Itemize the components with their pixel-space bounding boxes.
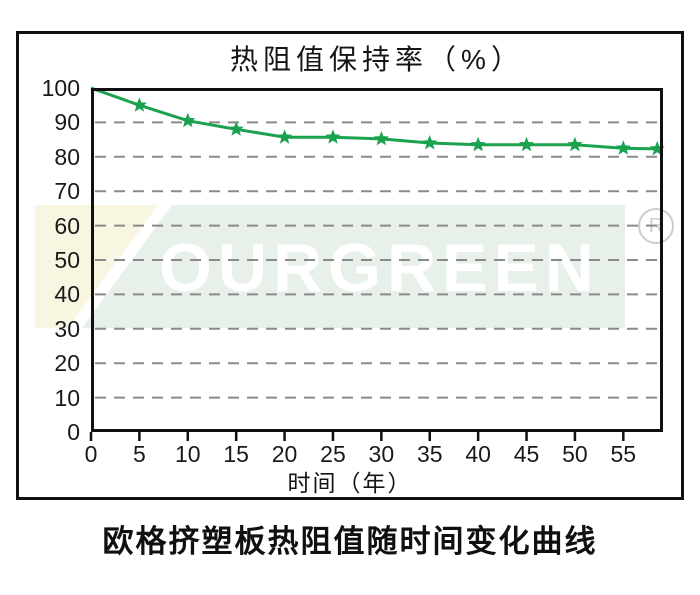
x-tick-label: 25	[320, 441, 346, 467]
chart-canvas	[89, 86, 665, 441]
y-tick-label: 10	[54, 384, 80, 411]
chart-title: 热阻值保持率（%）	[230, 44, 524, 75]
x-tick-label: 5	[132, 441, 146, 467]
watermark-text: OURGREEN	[159, 230, 600, 306]
x-axis-title: 时间（年）	[287, 470, 413, 496]
y-tick-label: 50	[54, 247, 80, 273]
chart-frame	[16, 31, 684, 500]
data-point-marker	[422, 135, 438, 150]
x-tick-label: 50	[562, 441, 588, 467]
data-point-marker	[518, 136, 535, 152]
x-tick-label: 40	[465, 441, 491, 467]
plot-border	[91, 88, 663, 432]
y-tick-label: 80	[54, 143, 80, 170]
y-tick-label: 70	[54, 178, 80, 205]
x-tick-label: 10	[174, 441, 201, 467]
x-tick-label: 35	[416, 441, 443, 467]
data-point-marker	[277, 129, 293, 144]
y-tick-label: 60	[54, 212, 80, 239]
series-line	[90, 86, 663, 151]
data-point-marker	[649, 140, 665, 156]
x-tick-label: 30	[368, 441, 395, 467]
x-tick-label: 15	[223, 441, 249, 467]
x-tick-label: 45	[513, 441, 540, 467]
data-point-marker	[615, 140, 631, 155]
data-point-marker	[567, 136, 583, 152]
y-tick-label: 30	[54, 315, 80, 342]
x-tick-label: 55	[610, 441, 637, 467]
data-point-marker	[131, 97, 147, 112]
y-tick-label: 40	[54, 281, 80, 308]
data-point-marker	[325, 129, 341, 144]
figure-caption: 欧格挤塑板热阻值随时间变化曲线	[102, 524, 598, 559]
y-tick-label: 100	[41, 75, 80, 101]
y-tick-label: 20	[54, 350, 80, 377]
x-tick-label: 20	[271, 441, 298, 467]
data-point-marker	[373, 130, 389, 146]
data-point-marker	[470, 136, 486, 152]
y-tick-label: 90	[54, 109, 80, 136]
data-point-marker	[180, 112, 196, 128]
x-tick-label: 0	[84, 441, 98, 467]
y-tick-label: 0	[67, 419, 80, 445]
data-point-marker	[228, 121, 244, 136]
